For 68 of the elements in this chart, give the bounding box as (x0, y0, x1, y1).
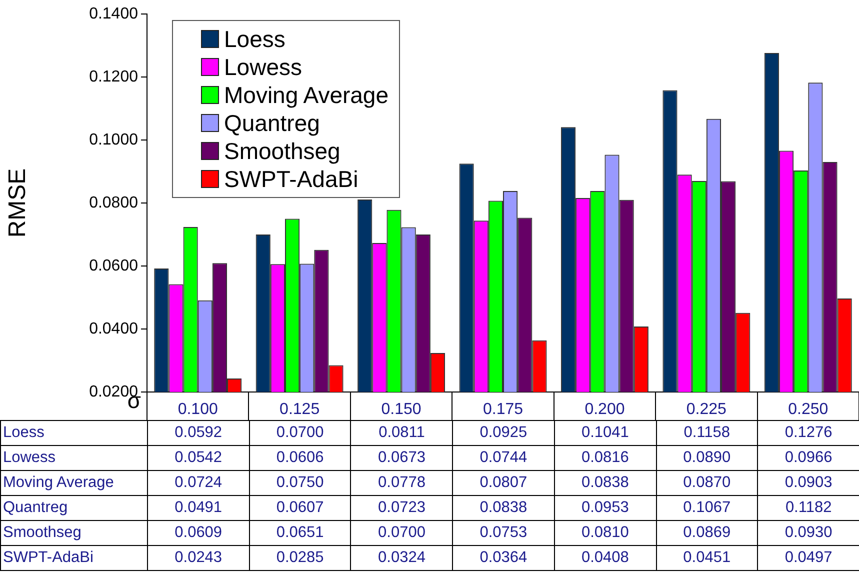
text: SWPT-AdaBi (3, 549, 94, 566)
data-label: 0.0724 (148, 470, 250, 496)
data-label: 0.0592 (148, 420, 250, 446)
x-tick-label: 0.200 (584, 401, 625, 418)
y-tick-label: 0.0600 (89, 257, 138, 274)
data-label: 0.0903 (758, 470, 859, 496)
y-axis-title: RMSE (4, 168, 32, 238)
data-label: 0.0491 (148, 496, 250, 520)
legend-label: Quantreg (224, 109, 320, 137)
data-label: 0.0497 (758, 546, 859, 570)
y-tick-label: 0.1400 (89, 5, 138, 22)
legend-label: Lowess (224, 53, 302, 81)
text: Smoothseg (3, 524, 82, 541)
x-tick-label: 0.175 (482, 401, 524, 418)
legend-label: Moving Average (224, 81, 389, 109)
text: Quantreg (3, 499, 68, 516)
data-label: 0.0810 (554, 520, 656, 546)
data-label: 0.0930 (758, 520, 859, 546)
data-label: 0.0723 (350, 496, 453, 520)
data-label: 0.0285 (249, 546, 351, 570)
data-label: 0.1182 (758, 496, 859, 520)
data-label: 0.0807 (452, 470, 554, 496)
y-tick-label: 0.0400 (89, 320, 138, 338)
data-label: 0.0609 (148, 520, 250, 546)
data-label: 0.0700 (249, 420, 351, 446)
x-tick-label: 0.225 (686, 401, 727, 418)
data-label: 0.0811 (350, 420, 453, 446)
data-label: 0.0700 (350, 520, 453, 546)
data-label: 0.0607 (249, 496, 351, 520)
data-label: 0.0243 (148, 546, 250, 570)
data-label: 0.0324 (350, 546, 453, 570)
data-label: 0.0542 (148, 446, 250, 470)
data-label: 0.1041 (554, 420, 656, 446)
data-label: 0.1276 (758, 420, 859, 446)
data-label: 0.0651 (249, 520, 351, 546)
text: Lowess (3, 449, 56, 466)
x-tick-label: 0.125 (280, 401, 320, 418)
legend-label: Smoothseg (224, 137, 340, 165)
data-label: 0.0451 (656, 546, 758, 570)
legend-label: SWPT-AdaBi (224, 165, 358, 193)
data-label: 0.0753 (452, 520, 554, 546)
y-tick-label: 0.1000 (89, 131, 138, 148)
data-label: 0.0966 (758, 446, 859, 470)
data-label: 0.0890 (656, 446, 758, 470)
data-label: 0.1067 (656, 496, 758, 520)
data-label: 0.0778 (350, 470, 453, 496)
data-label: 0.0838 (554, 470, 656, 496)
x-tick-label: 0.250 (788, 401, 828, 418)
data-label: 0.0750 (249, 470, 351, 496)
data-label: 0.0953 (554, 496, 656, 520)
text: Moving Average (3, 474, 114, 491)
data-label: 0.0869 (656, 520, 758, 546)
data-label: 0.1158 (656, 420, 758, 446)
data-label: 0.0408 (554, 546, 656, 570)
text: Loess (3, 424, 44, 441)
x-tick-label: 0.150 (381, 401, 422, 418)
x-tick-label: 0.100 (178, 401, 218, 418)
data-label: 0.0838 (452, 496, 554, 520)
y-tick-label: 0.0800 (89, 194, 138, 212)
data-label: 0.0744 (452, 446, 554, 470)
data-label: 0.0925 (452, 420, 554, 446)
data-label: 0.0816 (554, 446, 656, 470)
data-label: 0.0870 (656, 470, 758, 496)
legend-label: Loess (224, 25, 286, 53)
data-label: 0.0364 (452, 546, 554, 570)
y-tick-label: 0.1200 (89, 68, 138, 86)
data-label: 0.0606 (249, 446, 351, 470)
data-label: 0.0673 (350, 446, 453, 470)
